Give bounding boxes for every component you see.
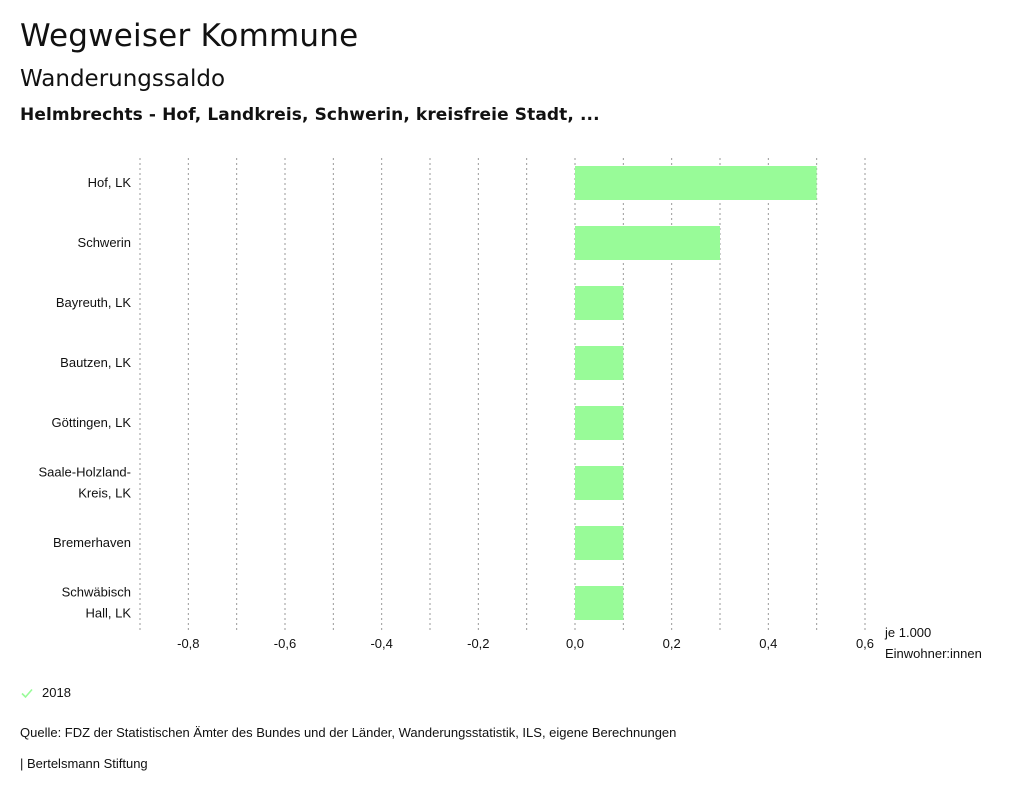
- tick-label: -0,4: [370, 636, 392, 651]
- publisher-note: | Bertelsmann Stiftung: [20, 756, 148, 771]
- category-label: Hof, LK: [88, 175, 132, 190]
- tick-label: 0,0: [566, 636, 584, 651]
- bar[interactable]: [575, 526, 623, 560]
- legend-label: 2018: [42, 685, 71, 700]
- bar[interactable]: [575, 466, 623, 500]
- tick-label: -0,2: [467, 636, 489, 651]
- bar-chart: Hof, LK Schwerin Bayreuth, LK Bautzen, LK Gö…: [0, 0, 1024, 680]
- source-note: Quelle: FDZ der Statistischen Ämter des …: [20, 725, 676, 740]
- tick-label: 0,4: [759, 636, 777, 651]
- bar[interactable]: [575, 406, 623, 440]
- category-label: Bremerhaven: [53, 535, 131, 550]
- bar[interactable]: [575, 586, 623, 620]
- category-label: Saale-Holzland-Kreis, LK: [39, 465, 132, 501]
- tick-label: -0,8: [177, 636, 199, 651]
- category-label: Schwäbisch Hall, LK: [62, 585, 132, 621]
- bar[interactable]: [575, 166, 817, 200]
- category-label: Bautzen, LK: [60, 355, 131, 370]
- bar[interactable]: [575, 226, 720, 260]
- category-label: Schwerin: [78, 235, 131, 250]
- tick-label: -0,6: [274, 636, 296, 651]
- check-icon: [20, 686, 34, 700]
- legend-item-2018[interactable]: 2018: [20, 685, 71, 700]
- category-label: Bayreuth, LK: [56, 295, 131, 310]
- category-label: Göttingen, LK: [52, 415, 132, 430]
- bar[interactable]: [575, 346, 623, 380]
- tick-label: 0,2: [663, 636, 681, 651]
- axis-unit-label: je 1.000 Einwohner:innen: [884, 625, 982, 661]
- tick-label: 0,6: [856, 636, 874, 651]
- bar[interactable]: [575, 286, 623, 320]
